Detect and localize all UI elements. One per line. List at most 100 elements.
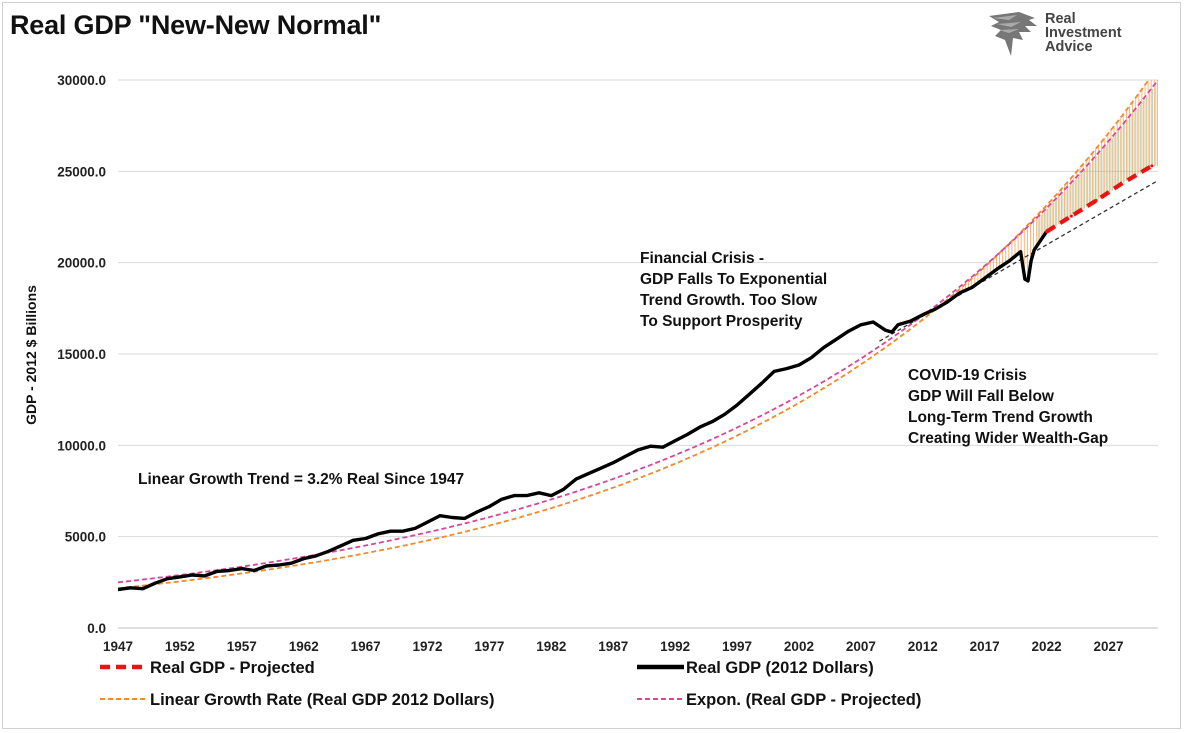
real-gdp-point (748, 392, 751, 396)
logo-line-1: Real (1045, 11, 1076, 27)
projected-point (1150, 164, 1154, 168)
y-tick-label: 20000.0 (57, 256, 106, 271)
real-gdp-point (228, 569, 231, 572)
legend-label-linear: Linear Growth Rate (Real GDP 2012 Dollar… (150, 691, 494, 709)
real-gdp-point (488, 505, 491, 508)
real-gdp-point (698, 425, 702, 429)
legend-label-expon: Expon. (Real GDP - Projected) (686, 691, 921, 709)
annotation-covid-2: GDP Will Fall Below (908, 388, 1055, 405)
real-gdp-point (364, 537, 368, 540)
y-tick-label: 15000.0 (57, 347, 106, 362)
real-gdp-point (1008, 259, 1011, 263)
real-gdp-point (537, 491, 541, 495)
real-gdp-point (847, 329, 850, 333)
real-gdp-point (376, 532, 380, 536)
real-gdp-point (118, 588, 120, 592)
real-gdp-point (859, 323, 863, 327)
legend: Real GDP - Projected Real GDP (2012 Doll… (100, 659, 921, 709)
real-gdp-point (834, 337, 838, 341)
real-gdp-point (890, 330, 894, 334)
logo-text: Real Investment Advice (1045, 11, 1122, 55)
x-tick-label: 1962 (289, 639, 319, 654)
real-gdp-point (562, 487, 566, 491)
real-gdp-point (450, 516, 454, 519)
real-gdp-point (190, 573, 194, 577)
real-gdp-point (166, 577, 169, 581)
real-gdp-point (921, 313, 925, 317)
x-tick-label: 1967 (351, 639, 381, 654)
x-tick-label: 1982 (536, 639, 566, 654)
real-gdp-point (797, 363, 801, 367)
real-gdp-point (723, 412, 727, 416)
y-tick-label: 10000.0 (57, 438, 106, 453)
annotation-covid-3: Long-Term Trend Growth (908, 409, 1093, 426)
x-tick-label: 2022 (1032, 639, 1062, 654)
real-gdp-point (413, 527, 417, 530)
real-gdp-point (128, 586, 132, 590)
annotation-linear-trend: Linear Growth Trend = 3.2% Real Since 19… (138, 471, 464, 488)
y-tick-label: 30000.0 (57, 73, 106, 88)
x-tick-label: 2017 (970, 639, 1000, 654)
real-gdp-point (624, 454, 628, 458)
logo-line-3: Advice (1045, 39, 1093, 55)
real-gdp-point (995, 267, 999, 271)
y-tick-label: 5000.0 (65, 530, 106, 545)
real-gdp-point (611, 461, 615, 465)
real-gdp-point (289, 561, 293, 565)
real-gdp-point (141, 587, 145, 591)
gap-hatching (937, 80, 1158, 308)
x-tick-label: 1987 (598, 639, 628, 654)
real-gdp-point (426, 520, 429, 524)
real-gdp-point (153, 581, 157, 585)
real-gdp-point (1019, 250, 1022, 254)
real-gdp-point (958, 291, 962, 295)
real-gdp-point (1032, 248, 1036, 252)
real-gdp-point (525, 494, 528, 497)
real-gdp-point (339, 544, 343, 548)
real-gdp-point (772, 369, 776, 373)
real-gdp-point (933, 307, 937, 311)
real-gdp-point (512, 494, 516, 497)
real-gdp-point (946, 300, 949, 304)
legend-label-projected: Real GDP - Projected (150, 659, 315, 677)
x-tick-label: 1947 (103, 639, 133, 654)
x-tick-label: 1957 (227, 639, 257, 654)
real-gdp-point (178, 575, 182, 579)
logo-line-2: Investment (1045, 25, 1122, 41)
projected-point (1045, 230, 1049, 234)
real-gdp-point (1023, 277, 1027, 281)
real-gdp-point (1026, 279, 1030, 283)
real-gdp-point (760, 381, 764, 385)
trend-reference-line (879, 179, 1158, 342)
series-projected (1045, 164, 1153, 234)
real-gdp-point (896, 323, 900, 327)
real-gdp-point (549, 494, 553, 497)
real-gdp-point (388, 529, 392, 533)
real-gdp-point (983, 276, 987, 280)
real-gdp-point (599, 466, 603, 470)
y-axis-ticks: 0.0 5000.0 10000.0 15000.0 20000.0 25000.0 300… (57, 73, 106, 636)
annotation-financial-crisis-4: To Support Prosperity (640, 313, 803, 330)
real-gdp-point (822, 346, 826, 350)
x-tick-label: 2027 (1093, 639, 1123, 654)
real-gdp-point (302, 557, 306, 560)
real-gdp-point (809, 356, 813, 360)
x-tick-label: 1992 (660, 639, 690, 654)
x-tick-label: 1972 (413, 639, 443, 654)
eagle-logo-icon (989, 12, 1037, 56)
real-gdp-point (215, 569, 219, 573)
real-gdp-point (240, 567, 244, 571)
real-gdp-point (710, 420, 714, 423)
x-tick-label: 2002 (784, 639, 814, 654)
real-gdp-point (587, 472, 590, 476)
y-axis-label: GDP - 2012 $ Billions (23, 285, 39, 425)
x-axis-ticks: 1947 1952 1957 1962 1967 1972 1977 1982 1987 1992… (103, 639, 1124, 654)
real-gdp-point (970, 285, 974, 289)
x-tick-label: 1997 (722, 639, 752, 654)
x-tick-label: 1977 (474, 639, 504, 654)
real-gdp-point (1029, 259, 1033, 263)
legend-label-real-gdp: Real GDP (2012 Dollars) (686, 659, 874, 677)
real-gdp-point (785, 367, 788, 371)
brand-logo: Real Investment Advice (985, 10, 1155, 62)
